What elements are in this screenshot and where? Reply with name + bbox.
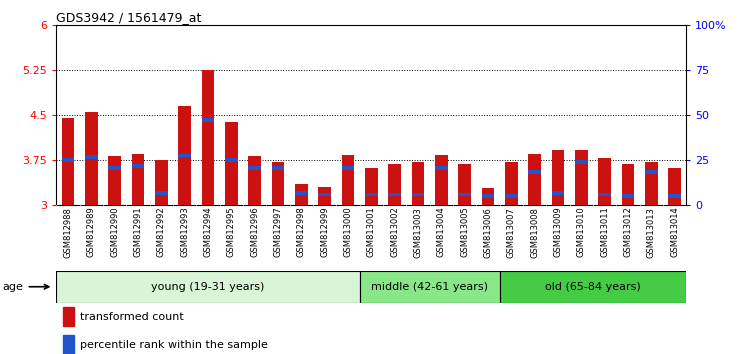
Bar: [500, 271, 686, 303]
Bar: [458, 164, 471, 205]
Bar: [272, 166, 284, 170]
Bar: [668, 168, 681, 205]
Bar: [56, 271, 359, 303]
Bar: [295, 184, 307, 205]
Bar: [435, 166, 448, 170]
Bar: [622, 164, 634, 205]
Bar: [202, 118, 214, 122]
Bar: [482, 194, 494, 198]
Bar: [645, 162, 658, 205]
Bar: [62, 307, 74, 326]
Bar: [551, 192, 564, 195]
Text: middle (42-61 years): middle (42-61 years): [371, 282, 488, 292]
Bar: [359, 271, 500, 303]
Bar: [225, 122, 238, 205]
Bar: [131, 164, 144, 168]
Bar: [598, 158, 611, 205]
Bar: [108, 156, 121, 205]
Bar: [645, 170, 658, 174]
Bar: [318, 193, 331, 196]
Text: age: age: [3, 282, 49, 292]
Text: percentile rank within the sample: percentile rank within the sample: [80, 340, 268, 350]
Text: young (19-31 years): young (19-31 years): [152, 282, 265, 292]
Bar: [295, 192, 307, 195]
Bar: [248, 166, 261, 170]
Bar: [598, 193, 611, 196]
Bar: [62, 118, 74, 205]
Bar: [248, 156, 261, 205]
Bar: [574, 150, 588, 205]
Bar: [85, 155, 98, 159]
Bar: [62, 335, 74, 354]
Bar: [202, 70, 214, 205]
Bar: [412, 162, 424, 205]
Bar: [458, 193, 471, 196]
Bar: [154, 160, 168, 205]
Bar: [482, 188, 494, 205]
Bar: [435, 155, 448, 205]
Text: GDS3942 / 1561479_at: GDS3942 / 1561479_at: [56, 11, 202, 24]
Bar: [412, 193, 424, 196]
Bar: [574, 160, 588, 164]
Bar: [131, 154, 144, 205]
Bar: [388, 164, 401, 205]
Bar: [528, 170, 541, 174]
Bar: [318, 187, 331, 205]
Bar: [178, 154, 191, 157]
Bar: [178, 106, 191, 205]
Bar: [85, 112, 98, 205]
Text: transformed count: transformed count: [80, 312, 184, 321]
Bar: [528, 154, 541, 205]
Bar: [551, 150, 564, 205]
Bar: [668, 194, 681, 198]
Bar: [62, 158, 74, 162]
Bar: [272, 162, 284, 205]
Bar: [364, 193, 378, 196]
Bar: [108, 166, 121, 170]
Text: old (65-84 years): old (65-84 years): [545, 282, 640, 292]
Bar: [341, 166, 354, 170]
Bar: [505, 194, 518, 198]
Bar: [388, 193, 401, 196]
Bar: [225, 158, 238, 162]
Bar: [505, 162, 518, 205]
Bar: [154, 192, 168, 195]
Bar: [364, 168, 378, 205]
Bar: [622, 194, 634, 198]
Bar: [341, 155, 354, 205]
